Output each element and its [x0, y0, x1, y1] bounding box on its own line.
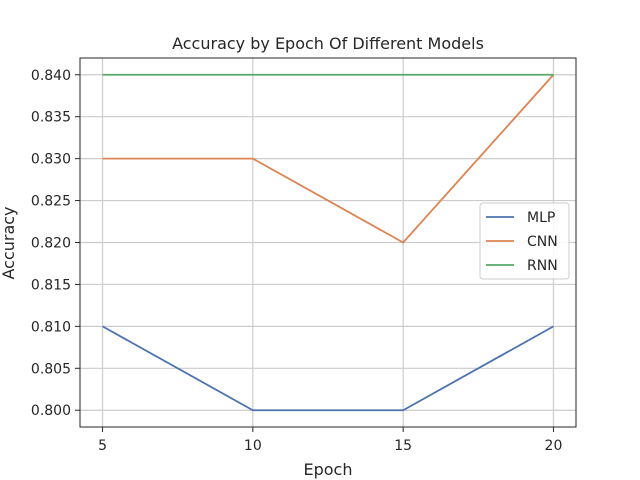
chart-title: Accuracy by Epoch Of Different Models	[172, 34, 484, 53]
x-tick-label: 5	[98, 438, 107, 454]
legend-label-cnn: CNN	[527, 234, 558, 250]
x-axis-label: Epoch	[304, 460, 353, 479]
y-tick-label: 0.840	[31, 68, 71, 84]
series-line-mlp	[102, 325, 554, 412]
y-ticks: 0.800 0.805 0.810 0.815 0.820 0.825 0.830 0.835…	[31, 68, 80, 419]
y-tick-label: 0.830	[31, 152, 71, 168]
y-tick-label: 0.810	[31, 319, 71, 335]
y-tick-label: 0.820	[31, 236, 71, 252]
y-tick-label: 0.800	[31, 403, 71, 419]
x-tick-label: 10	[244, 438, 262, 454]
legend-label-mlp: MLP	[527, 210, 555, 226]
y-axis-label: Accuracy	[0, 206, 18, 279]
y-tick-label: 0.825	[31, 194, 71, 210]
x-tick-label: 20	[545, 438, 563, 454]
y-tick-label: 0.815	[31, 277, 71, 293]
legend-label-rnn: RNN	[527, 258, 558, 274]
y-tick-label: 0.805	[31, 361, 71, 377]
x-ticks: 5 10 15 20	[98, 427, 562, 454]
x-tick-label: 15	[394, 438, 412, 454]
legend-box	[479, 202, 570, 280]
legend: MLP CNN RNN	[479, 202, 570, 280]
y-tick-label: 0.835	[31, 110, 71, 126]
series-line-cnn	[102, 74, 555, 244]
series-lines	[102, 73, 555, 412]
